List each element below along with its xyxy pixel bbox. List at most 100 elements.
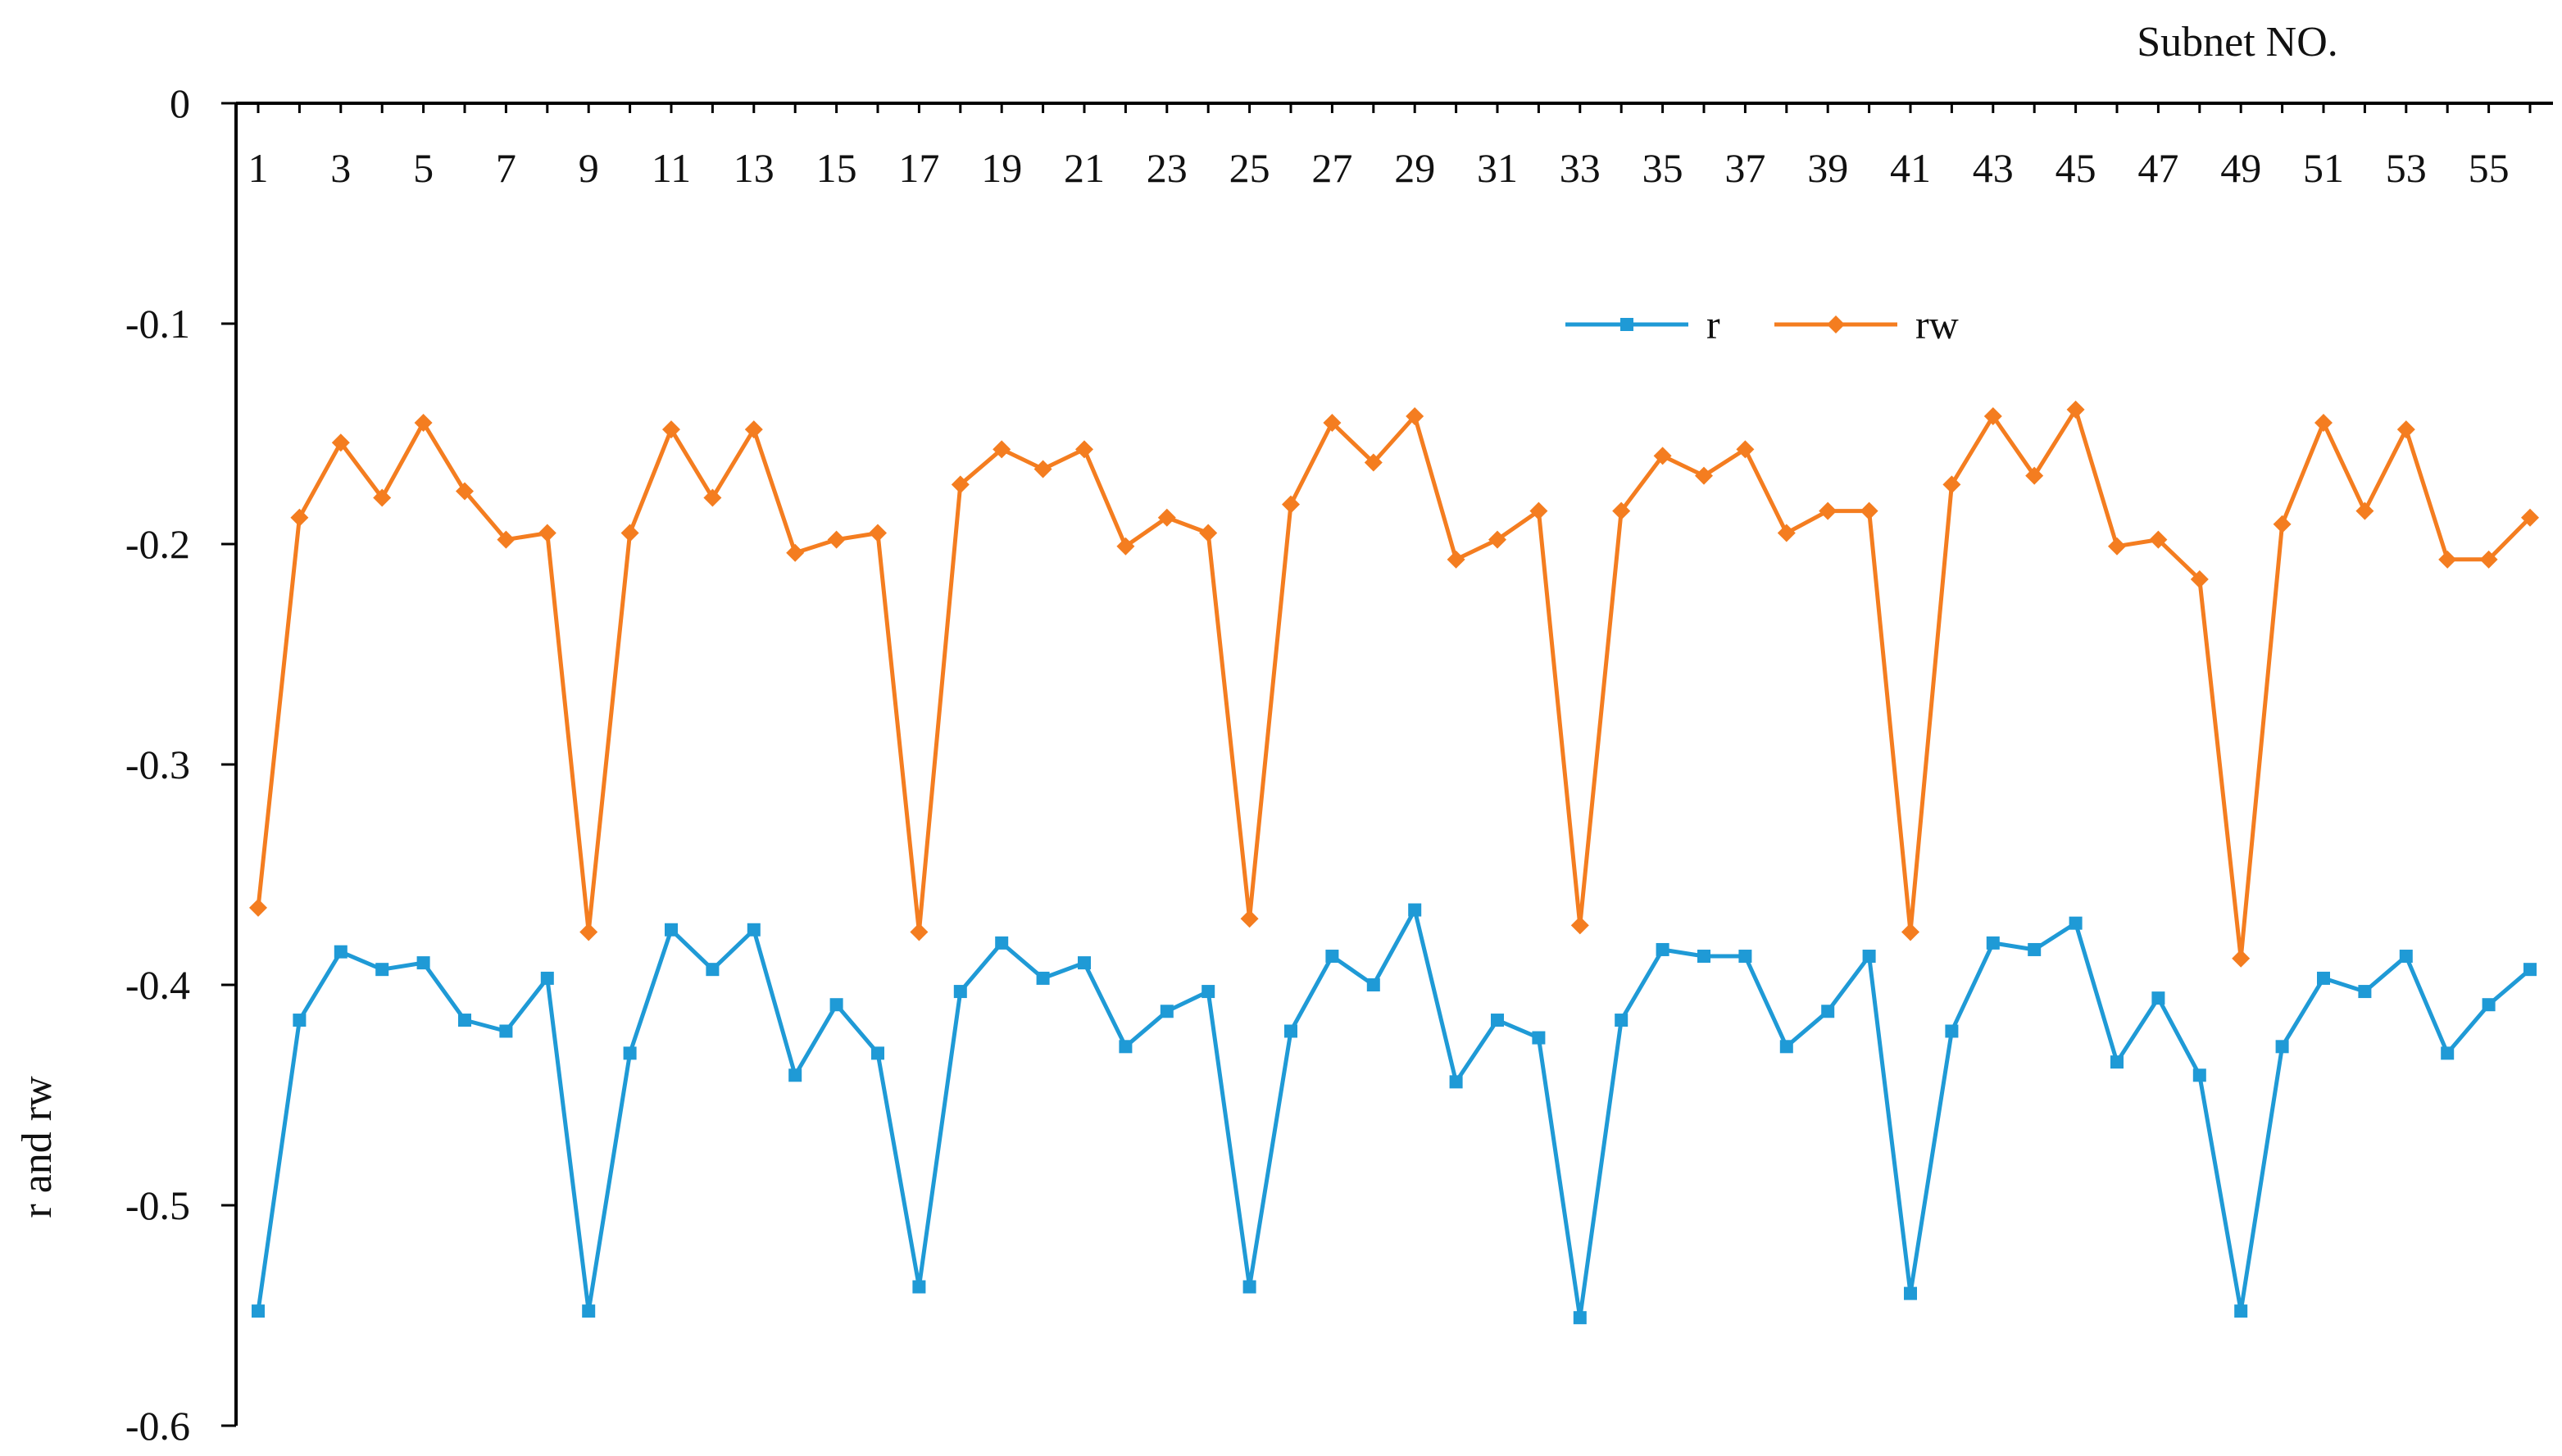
data-point-rw <box>662 420 680 439</box>
data-point-rw <box>2025 466 2044 485</box>
legend-item-rw: rw <box>1774 302 1959 347</box>
x-tick-label: 45 <box>2056 145 2096 191</box>
data-point-r <box>293 1014 307 1027</box>
data-point-rw <box>703 488 722 507</box>
x-tick-label: 7 <box>496 145 516 191</box>
data-point-r <box>416 956 430 970</box>
x-tick-label: 13 <box>734 145 775 191</box>
data-point-rw <box>2232 949 2251 968</box>
data-point-rw <box>869 524 887 542</box>
series-rw <box>249 400 2539 968</box>
x-tick-label: 51 <box>2303 145 2344 191</box>
data-point-rw <box>2521 508 2539 527</box>
data-point-rw <box>1653 447 1672 465</box>
data-point-r <box>2441 1046 2455 1060</box>
x-tick-label: 25 <box>1229 145 1270 191</box>
data-point-rw <box>538 524 556 542</box>
data-point-rw <box>497 530 516 549</box>
data-point-rw <box>1323 414 1342 433</box>
y-tick-label: -0.2 <box>125 521 190 567</box>
data-point-r <box>2192 1068 2206 1082</box>
data-point-rw <box>951 475 970 494</box>
data-point-rw <box>2190 570 2209 589</box>
data-point-r <box>1738 950 1752 964</box>
y-tick-label: -0.1 <box>125 301 190 347</box>
x-tick-label: 19 <box>981 145 1022 191</box>
y-axis-title: r and rw <box>14 1076 61 1218</box>
data-point-r <box>334 945 348 959</box>
data-point-rw <box>1364 453 1383 472</box>
data-point-rw <box>1033 460 1052 479</box>
legend-label: r <box>1706 302 1720 347</box>
data-point-rw <box>1736 440 1755 459</box>
x-tick-label: 29 <box>1394 145 1435 191</box>
data-point-rw <box>1612 501 1631 520</box>
x-tick-label: 37 <box>1724 145 1765 191</box>
y-tick-label: 0 <box>170 80 190 126</box>
data-point-r <box>2151 991 2165 1005</box>
data-point-r <box>2399 950 2413 964</box>
data-point-rw <box>1777 524 1796 542</box>
x-tick-label: 15 <box>816 145 857 191</box>
x-tick-label: 55 <box>2469 145 2510 191</box>
data-point-r <box>1242 1280 1256 1294</box>
data-point-rw <box>249 898 267 917</box>
legend-item-r: r <box>1565 302 1720 347</box>
series-layer <box>249 400 2539 1325</box>
data-point-r <box>2110 1055 2124 1069</box>
data-point-rw <box>1157 508 1176 527</box>
data-point-r <box>747 923 761 937</box>
data-point-rw <box>414 414 433 433</box>
data-point-r <box>1160 1005 1174 1018</box>
data-point-r <box>1078 956 1091 970</box>
x-tick-label: 33 <box>1560 145 1601 191</box>
y-tick-label: -0.3 <box>125 742 190 787</box>
data-point-rw <box>827 530 846 549</box>
data-point-r <box>1491 1014 1504 1027</box>
data-point-rw <box>2396 420 2415 439</box>
series-line-rw <box>256 407 2532 961</box>
data-point-r <box>2275 1040 2289 1054</box>
data-point-r <box>540 971 554 985</box>
data-point-r <box>1779 1040 1793 1054</box>
data-point-rw <box>1860 501 1878 520</box>
data-point-r <box>2028 942 2042 956</box>
data-point-r <box>1821 1005 1835 1018</box>
data-point-r <box>2358 985 2372 999</box>
x-tick-label: 17 <box>898 145 939 191</box>
data-point-rw <box>1488 530 1506 549</box>
data-point-r <box>912 1280 926 1294</box>
data-point-r <box>1862 950 1876 964</box>
data-point-r <box>1656 942 1669 956</box>
data-point-rw <box>579 923 598 941</box>
data-point-rw <box>456 482 474 501</box>
x-tick-label: 41 <box>1890 145 1931 191</box>
series-r <box>252 903 2537 1325</box>
legend-label: rw <box>1915 302 1959 347</box>
data-point-r <box>252 1304 265 1318</box>
data-point-r <box>1119 1040 1133 1054</box>
data-point-rw <box>744 420 763 439</box>
data-point-r <box>953 985 967 999</box>
data-point-r <box>1615 1014 1629 1027</box>
data-point-r <box>665 923 678 937</box>
data-point-rw <box>2108 537 2126 556</box>
data-point-r <box>1904 1286 1917 1300</box>
data-point-rw <box>1199 524 1218 542</box>
x-tick-label: 47 <box>2137 145 2178 191</box>
axes-layer: 1 3 5 7 9 11 13 15 17 19 21 23 25 27 29 31 33 35 37 39 41 43 4… <box>125 80 2553 1449</box>
data-point-rw <box>1901 923 1919 941</box>
data-point-r <box>1325 950 1339 964</box>
data-point-rw <box>290 508 309 527</box>
data-point-rw <box>1819 501 1837 520</box>
data-point-r <box>1532 1031 1546 1045</box>
x-tick-label: 49 <box>2220 145 2261 191</box>
data-point-rw <box>2479 550 2498 569</box>
data-point-rw <box>1570 916 1589 935</box>
data-point-rw <box>1116 537 1135 556</box>
data-point-rw <box>2149 530 2168 549</box>
x-tick-label: 23 <box>1147 145 1188 191</box>
data-point-rw <box>1282 495 1300 514</box>
y-tick-label: -0.5 <box>125 1182 190 1228</box>
